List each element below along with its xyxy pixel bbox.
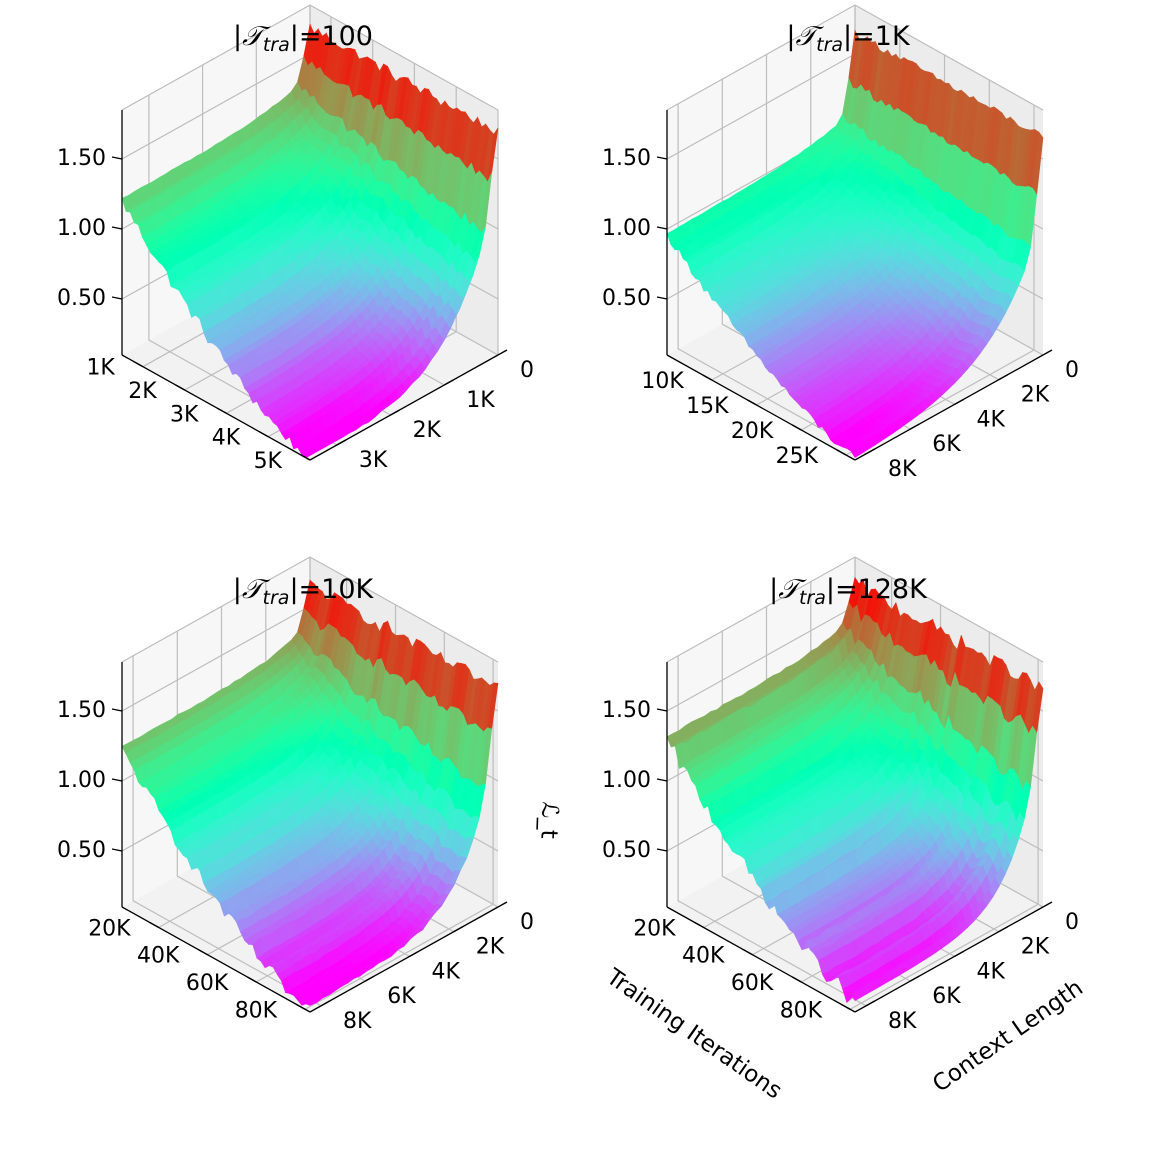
y-tick-label: 6K bbox=[387, 984, 416, 1009]
z-tick-mark bbox=[656, 296, 668, 300]
x-tick-label: 25K bbox=[776, 444, 819, 469]
x-tick-label: 40K bbox=[137, 944, 180, 969]
y-tick-label: 0 bbox=[1065, 358, 1079, 383]
z-tick-mark bbox=[111, 778, 123, 782]
y-tick-label: 4K bbox=[977, 407, 1006, 432]
subplot-3: 20K40K60K80K02K4K6K8K0.501.001.50|𝒯tra|=… bbox=[57, 556, 534, 1034]
y-tick-label: 6K bbox=[932, 432, 961, 457]
x-tick-label: 10K bbox=[641, 369, 684, 394]
subplot-2: 10K15K20K25K02K4K6K8K0.501.001.50|𝒯tra|=… bbox=[602, 4, 1079, 482]
z-tick-label: 1.00 bbox=[57, 768, 106, 793]
y-tick-label: 4K bbox=[432, 959, 461, 984]
y-tick-mark bbox=[1042, 349, 1053, 356]
z-tick-label: 0.50 bbox=[57, 286, 106, 311]
y-tick-label: 0 bbox=[520, 910, 534, 935]
y-tick-label: 8K bbox=[343, 1009, 372, 1034]
subplot-title: |𝒯tra|=100 bbox=[233, 21, 373, 56]
title-value: |=10K bbox=[289, 574, 374, 605]
title-subscript: tra bbox=[263, 587, 290, 609]
z-tick-label: 0.50 bbox=[57, 838, 106, 863]
z-tick-label: 1.00 bbox=[602, 216, 651, 241]
y-tick-mark bbox=[497, 349, 508, 356]
z-tick-label: 1.50 bbox=[57, 146, 106, 171]
x-tick-label: 2K bbox=[128, 379, 157, 404]
x-tick-label: 3K bbox=[170, 402, 199, 427]
x-tick-label: 80K bbox=[235, 998, 278, 1023]
x-tick-label: 60K bbox=[186, 971, 229, 996]
title-value: |=1K bbox=[843, 21, 911, 52]
title-bar: | bbox=[786, 21, 795, 52]
x-tick-label: 20K bbox=[731, 419, 774, 444]
x-tick-label: 4K bbox=[212, 426, 241, 451]
z-tick-mark bbox=[111, 226, 123, 230]
x-tick-label: 20K bbox=[88, 916, 131, 941]
y-tick-label: 2K bbox=[1021, 383, 1050, 408]
title-bar: | bbox=[233, 574, 242, 605]
y-tick-label: 2K bbox=[476, 935, 505, 960]
y-tick-label: 0 bbox=[520, 358, 534, 383]
z-tick-mark bbox=[111, 848, 123, 852]
x-tick-label: 5K bbox=[254, 449, 283, 474]
z-tick-label: 1.50 bbox=[57, 698, 106, 723]
subplot-title: |𝒯tra|=10K bbox=[233, 574, 375, 609]
z-tick-mark bbox=[656, 226, 668, 230]
z-tick-label: 1.00 bbox=[57, 216, 106, 241]
loss-surface bbox=[121, 23, 499, 459]
title-value: |=100 bbox=[290, 21, 373, 52]
y-tick-mark bbox=[497, 901, 508, 908]
z-tick-label: 1.50 bbox=[602, 146, 651, 171]
x-tick-label: 15K bbox=[686, 394, 729, 419]
title-bar: | bbox=[233, 21, 242, 52]
title-subscript: tra bbox=[263, 34, 290, 56]
z-tick-mark bbox=[656, 156, 668, 160]
subplot-title: |𝒯tra|=1K bbox=[786, 21, 911, 56]
z-tick-label: 0.50 bbox=[602, 286, 651, 311]
z-tick-mark bbox=[111, 296, 123, 300]
z-tick-mark bbox=[111, 708, 123, 712]
y-tick-label: 8K bbox=[888, 457, 917, 482]
z-tick-mark bbox=[111, 156, 123, 160]
y-tick-label: 3K bbox=[359, 448, 388, 473]
title-subscript: tra bbox=[816, 34, 843, 56]
y-tick-label: 1K bbox=[466, 388, 495, 413]
y-tick-label: 2K bbox=[413, 418, 442, 443]
subplot-4: 20K40K60K80K02K4K6K8K0.501.001.50|𝒯tra|=… bbox=[602, 556, 1079, 1034]
x-tick-label: 1K bbox=[86, 356, 115, 381]
